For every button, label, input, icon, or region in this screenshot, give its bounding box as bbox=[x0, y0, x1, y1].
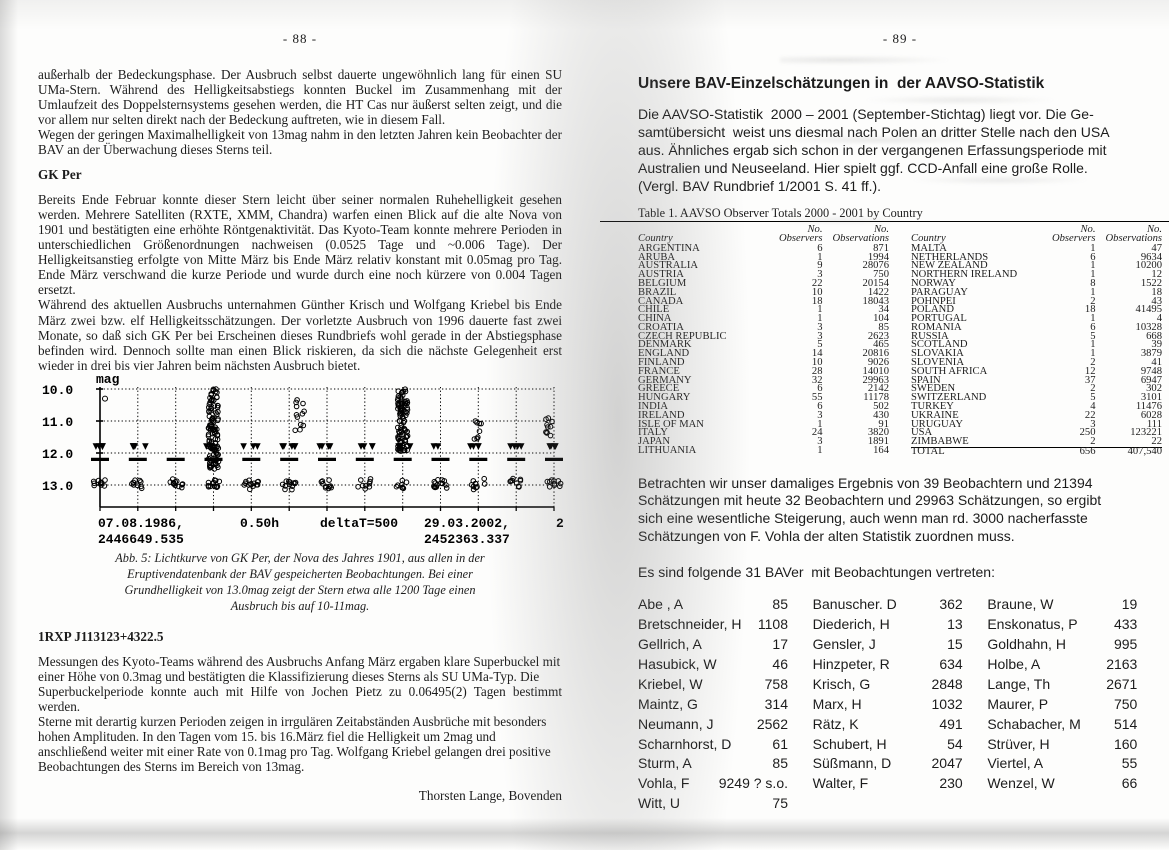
svg-text:10.0: 10.0 bbox=[42, 383, 73, 398]
svg-text:2: 2 bbox=[556, 516, 564, 531]
svg-text:0.50h: 0.50h bbox=[240, 516, 279, 531]
svg-text:07.08.1986,: 07.08.1986, bbox=[98, 516, 184, 531]
svg-text:29.03.2002,: 29.03.2002, bbox=[424, 516, 510, 531]
svg-text:mag: mag bbox=[96, 372, 120, 387]
svg-text:13.0: 13.0 bbox=[42, 479, 73, 494]
svg-text:2452363.337: 2452363.337 bbox=[424, 532, 510, 547]
svg-text:11.0: 11.0 bbox=[42, 415, 73, 430]
svg-text:12.0: 12.0 bbox=[42, 447, 73, 462]
svg-text:deltaT=500: deltaT=500 bbox=[320, 516, 398, 531]
svg-text:2446649.535: 2446649.535 bbox=[98, 532, 184, 547]
